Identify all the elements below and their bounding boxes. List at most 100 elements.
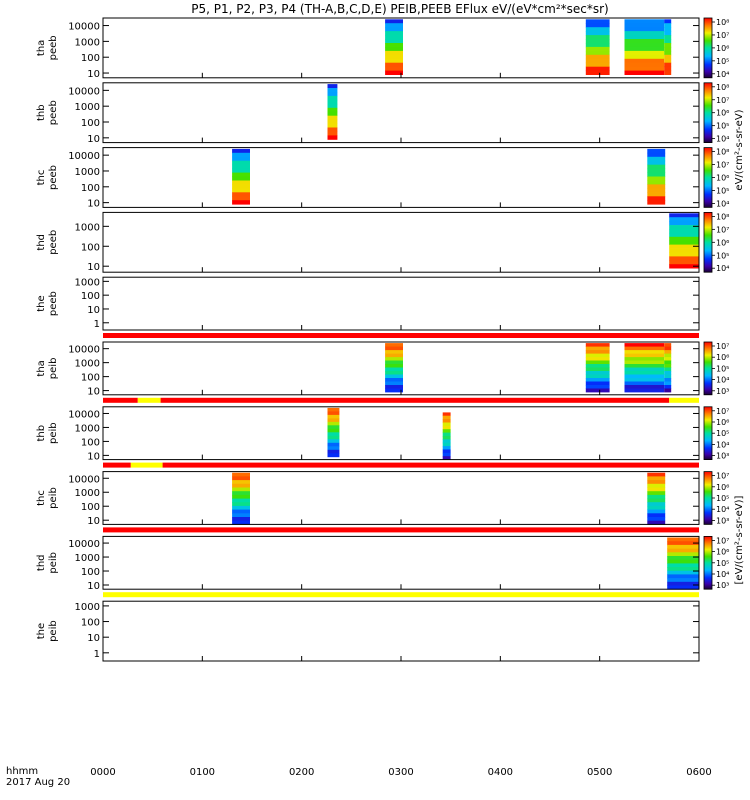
- flux-cell: [664, 46, 672, 52]
- y-tick-label: 10: [87, 516, 100, 527]
- status-bar: [103, 333, 699, 338]
- spectrogram-block: [327, 407, 340, 458]
- flux-cell: [232, 480, 250, 485]
- colorbar-tick-label: 10⁶: [716, 548, 729, 557]
- flux-cell: [664, 66, 672, 72]
- flux-cell: [385, 39, 403, 44]
- flux-cell: [624, 43, 665, 48]
- flux-cell: [232, 172, 250, 177]
- flux-cell: [624, 343, 665, 347]
- flux-cell: [664, 357, 672, 361]
- flux-cell: [385, 31, 403, 36]
- flux-cell: [585, 31, 610, 36]
- flux-cell: [624, 70, 665, 75]
- flux-cell: [385, 385, 403, 389]
- flux-cell: [585, 385, 610, 389]
- flux-cell: [327, 131, 338, 136]
- y-tick-label: 10000: [68, 345, 100, 356]
- flux-cell: [585, 23, 610, 28]
- colorbar-tick-label: 10⁷: [716, 31, 729, 40]
- flux-cell: [647, 480, 666, 485]
- flux-cell: [585, 46, 610, 52]
- colorbar-tick-label: 10⁶: [716, 483, 729, 492]
- flux-cell: [327, 421, 340, 426]
- flux-cell: [232, 200, 250, 205]
- y-tick-label: 1000: [75, 602, 100, 613]
- flux-cell: [442, 446, 451, 450]
- flux-cell: [669, 213, 699, 218]
- panel-frame: [102, 600, 700, 662]
- flux-cell: [585, 343, 610, 347]
- flux-cell: [647, 509, 666, 514]
- flux-cell: [232, 184, 250, 189]
- status-bar: [103, 462, 700, 468]
- spectrogram-block: [442, 412, 451, 460]
- flux-cell: [232, 168, 250, 173]
- flux-cell: [667, 574, 699, 579]
- flux-cell: [664, 62, 672, 68]
- spectrogram-block: [624, 19, 665, 75]
- y-tick-label: 1000: [75, 222, 100, 233]
- flux-cell: [647, 164, 666, 170]
- y-tick-label: 10000: [68, 151, 100, 162]
- flux-cell: [667, 552, 699, 557]
- flux-cell: [624, 23, 665, 28]
- flux-cell: [647, 200, 666, 205]
- y-tick-label: 10: [87, 581, 100, 592]
- flux-cell: [585, 364, 610, 368]
- colorbar-tick-label: 10⁶: [716, 109, 729, 118]
- status-bar: [103, 397, 699, 403]
- colorbar-tick-label: 10³: [716, 452, 729, 461]
- x-tick-label: 0600: [686, 767, 711, 778]
- y-tick-label: 100: [81, 242, 100, 253]
- flux-cell: [385, 374, 403, 379]
- colorbar: [703, 82, 713, 144]
- colorbar-tick-label: 10⁴: [716, 264, 729, 273]
- colorbar-tick-label: 10⁷: [716, 225, 729, 234]
- flux-cell: [442, 422, 451, 427]
- flux-cell: [624, 350, 665, 354]
- spectrogram-block: [664, 343, 672, 393]
- probe-label: tha: [36, 40, 47, 56]
- y-tick-label: 100: [81, 373, 100, 384]
- flux-cell: [664, 70, 672, 75]
- panel-thc-peib: 10000 1000 100 10 thc peib 10⁷ 10⁶ 10⁵ 10⁴ 10³: [36, 471, 729, 533]
- colorbar-tick-label: 10³: [716, 387, 729, 396]
- probe-label: thd: [36, 554, 47, 571]
- flux-cell: [585, 39, 610, 44]
- flux-cell: [232, 152, 250, 158]
- panel-frame: [102, 535, 700, 590]
- colorbar-tick-label: 10⁷: [716, 536, 729, 545]
- flux-cell: [664, 27, 672, 32]
- x-tick-label: 0200: [289, 767, 314, 778]
- flux-cell: [669, 240, 699, 245]
- x-tick-label: 0400: [488, 767, 513, 778]
- flux-cell: [585, 35, 610, 40]
- date-label: 2017 Aug 20: [6, 777, 70, 788]
- flux-cell: [664, 353, 672, 358]
- flux-cell: [385, 371, 403, 375]
- flux-cell: [385, 388, 403, 393]
- flux-cell: [624, 374, 665, 379]
- probe-label: tha: [36, 360, 47, 376]
- colorbar-tick-label: 10⁵: [716, 251, 729, 260]
- flux-cell: [585, 50, 610, 56]
- flux-cell: [327, 119, 338, 124]
- colorbar-tick-label: 10⁶: [716, 238, 729, 247]
- flux-cell: [327, 446, 340, 451]
- flux-cell: [669, 248, 699, 253]
- flux-cell: [385, 23, 403, 28]
- colorbar: [703, 341, 713, 396]
- flux-cell: [667, 563, 699, 568]
- flux-cell: [442, 439, 451, 444]
- flux-cell: [669, 236, 699, 242]
- flux-cell: [664, 360, 672, 365]
- flux-cell: [442, 415, 451, 420]
- flux-cell: [647, 184, 666, 189]
- flux-cell: [624, 31, 665, 36]
- colorbar: [703, 17, 713, 79]
- flux-cell: [385, 43, 403, 48]
- time-axis: 0000 0100 0200 0300 0400 0500 0600: [90, 767, 711, 778]
- flux-cell: [385, 54, 403, 60]
- flux-cell: [667, 559, 699, 564]
